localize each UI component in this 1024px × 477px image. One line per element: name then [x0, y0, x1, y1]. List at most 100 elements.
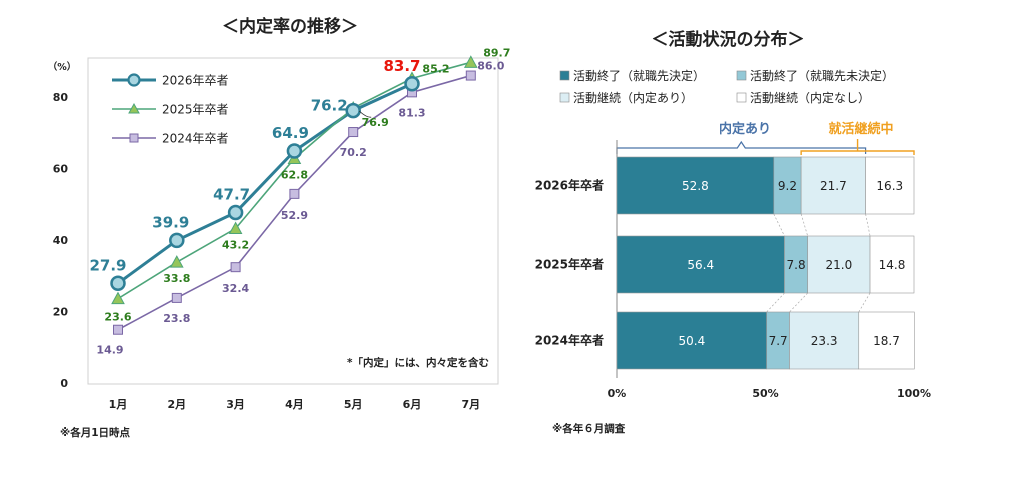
- bar-note: ※各年６月調査: [552, 422, 626, 435]
- bar-row: 2026年卒者 52.8 9.2 21.7 16.3: [535, 156, 915, 215]
- data-point: [227, 204, 244, 221]
- series-connector: [766, 292, 785, 313]
- data-label: 64.9: [272, 124, 309, 142]
- data-label: 62.8: [281, 168, 308, 181]
- bracket-right: [800, 150, 915, 155]
- bar-segment: [616, 156, 775, 215]
- data-point: [110, 275, 126, 292]
- leader-line: [358, 110, 372, 118]
- series-connector: [789, 292, 808, 313]
- data-point: [465, 70, 476, 81]
- data-point: [169, 232, 185, 249]
- bar-value-label: 18.7: [873, 334, 900, 348]
- y-tick-label: 0: [60, 377, 68, 390]
- bar-segment: [616, 311, 767, 370]
- legend-swatch: [559, 70, 570, 81]
- series-2026年卒者: [117, 82, 413, 285]
- data-label: 76.9: [362, 116, 389, 129]
- data-label: 32.4: [222, 282, 249, 295]
- line-footnote: *「内定」には、内々定を含む: [347, 356, 489, 369]
- legend-marker: [128, 102, 140, 114]
- legend-label: 活動終了（就職先未決定）: [750, 68, 894, 83]
- data-label: 47.7: [213, 185, 250, 203]
- legend-label: 2025年卒者: [162, 103, 229, 117]
- data-point: [289, 188, 300, 199]
- legend-item: 活動終了（就職先未決定）: [736, 68, 894, 83]
- data-point: [111, 291, 125, 305]
- legend-item: 2024年卒者: [112, 132, 229, 146]
- y-tick-label: 20: [53, 306, 69, 319]
- line-legend: 2026年卒者 2025年卒者 2024年卒者: [112, 73, 229, 146]
- bracket-left: [616, 140, 867, 154]
- category-label: 2026年卒者: [535, 178, 604, 193]
- series-connector: [773, 213, 785, 237]
- y-tick-label: 40: [53, 234, 69, 247]
- labels-2025年卒者: 23.6 33.8 43.2 62.8 76.9 85.2 89.7: [104, 46, 510, 323]
- x-tick-label: 3月: [226, 398, 245, 411]
- bar-row: 2025年卒者 56.4 7.8 21.0 14.8: [535, 235, 915, 294]
- x-tick-label: 1月: [109, 398, 128, 411]
- y-unit-label: （%）: [48, 61, 77, 73]
- data-label: 89.7: [483, 46, 510, 59]
- data-point: [171, 292, 182, 303]
- data-point: [404, 76, 420, 92]
- data-point: [348, 127, 359, 138]
- x-tick-label: 7月: [461, 398, 480, 411]
- bar-segment: [869, 235, 915, 294]
- data-point: [463, 55, 478, 68]
- bar-segment: [858, 311, 915, 370]
- bar-row: 2024年卒者 50.4 7.7 23.3 18.7: [535, 311, 915, 370]
- data-label: 43.2: [222, 239, 249, 252]
- legend-item: 活動継続（内定なし）: [736, 90, 870, 105]
- legend-label: 2024年卒者: [162, 132, 229, 146]
- data-point: [230, 262, 241, 273]
- data-point: [286, 143, 303, 159]
- legend-swatch: [736, 92, 747, 103]
- data-label: 70.2: [340, 146, 367, 159]
- data-label: 85.2: [422, 62, 449, 75]
- legend-marker: [129, 133, 139, 143]
- legend-label: 活動終了（就職先決定）: [573, 68, 705, 83]
- data-label: 23.6: [104, 311, 131, 324]
- series-connector: [865, 213, 871, 237]
- data-label: 23.8: [163, 312, 190, 325]
- legend-swatch: [736, 70, 747, 81]
- data-label: 14.9: [96, 344, 123, 357]
- labels-2024年卒者: 14.9 23.8 32.4 52.9 70.2 81.3 86.0: [96, 60, 504, 357]
- x-tick-label: 4月: [285, 398, 304, 411]
- bar-value-label: 23.3: [811, 334, 838, 348]
- legend-label: 2026年卒者: [162, 74, 229, 88]
- bar-value-label: 50.4: [678, 334, 705, 348]
- y-tick-label: 80: [53, 91, 69, 104]
- line-axes: 0 20 40 60 80 1月 2月 3月 4月 5月 6月 7月: [53, 91, 480, 411]
- legend-marker: [127, 73, 141, 87]
- legend-item: 活動終了（就職先決定）: [559, 68, 705, 83]
- legend-swatch: [559, 92, 570, 103]
- legend-label: 活動継続（内定あり）: [573, 90, 693, 105]
- series-connector: [800, 213, 809, 237]
- data-label: 39.9: [152, 213, 189, 231]
- bar-chart-title: ＜活動状況の分布＞: [652, 29, 805, 50]
- bar-segment: [800, 156, 866, 215]
- bar-value-label: 7.7: [769, 334, 788, 348]
- series-connector: [858, 292, 871, 313]
- bar-series: 2026年卒者 52.8 9.2 21.7 16.3 2025年卒者 56.4 7.8 21.0…: [535, 156, 915, 370]
- bar-brackets: 内定あり 就活継続中: [616, 121, 915, 155]
- bar-segment: [789, 311, 860, 370]
- bar-value-label: 14.8: [879, 258, 906, 272]
- markers-2026年卒者: [110, 76, 420, 292]
- line-series: 27.9 39.9 47.7 64.976.2 83.7 23.6 33.8 43.2 62.8…: [89, 46, 510, 356]
- x-tick-label: 100%: [897, 387, 931, 400]
- bar-value-label: 7.8: [787, 258, 806, 272]
- bracket-right-label: 就活継続中: [828, 121, 893, 137]
- category-label: 2025年卒者: [535, 257, 604, 272]
- data-point: [169, 255, 184, 268]
- bar-segment: [865, 156, 915, 215]
- line-plot-frame: [87, 57, 499, 385]
- data-point: [345, 102, 361, 119]
- legend-item: 2026年卒者: [112, 73, 229, 88]
- y-tick-label: 60: [53, 163, 69, 176]
- bar-value-label: 52.8: [682, 179, 709, 193]
- data-point: [228, 221, 243, 235]
- line-note: ※各月1日時点: [60, 426, 131, 439]
